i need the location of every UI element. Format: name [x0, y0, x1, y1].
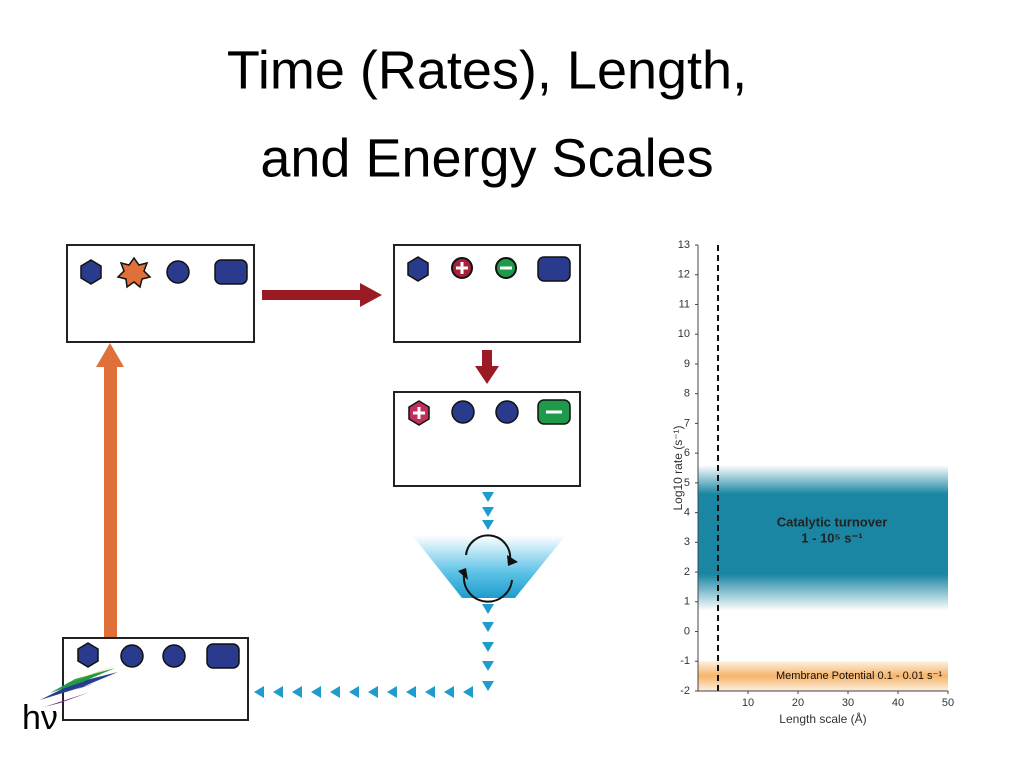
diagram [62, 244, 581, 721]
y-tick-label: 13 [678, 239, 690, 251]
x-tick-label: 10 [742, 697, 754, 709]
y-tick-label: 2 [684, 566, 690, 578]
x-axis-label: Length scale (Å) [779, 711, 866, 726]
rate-band [698, 465, 948, 611]
rate-band [698, 661, 948, 691]
arrow-head [96, 343, 124, 367]
y-tick-label: 1 [684, 596, 690, 608]
excited-star [116, 256, 152, 289]
plus-sign [413, 407, 425, 419]
rounded-square [214, 259, 248, 285]
cycle-arrow-head [458, 568, 468, 580]
x-tick-label: 30 [842, 697, 854, 709]
circle [451, 400, 475, 424]
arrow [262, 290, 362, 300]
band-label: Catalytic turnover [777, 514, 888, 529]
y-tick-label: -1 [680, 655, 690, 667]
y-tick-label: 12 [678, 269, 690, 281]
hexagon [77, 642, 99, 668]
cycle-arrow-head [507, 555, 518, 566]
arrow [482, 350, 492, 368]
circle [495, 400, 519, 424]
y-tick-label: 3 [684, 536, 690, 548]
circle [166, 260, 190, 284]
circle [120, 644, 144, 668]
cycle-arrow [462, 574, 513, 603]
arrows [40, 283, 566, 707]
y-tick-label: 5 [684, 477, 690, 489]
cycle-arrow [465, 534, 512, 561]
x-tick-label: 50 [942, 697, 954, 709]
x-tick-label: 20 [792, 697, 804, 709]
arrow-head [475, 366, 499, 384]
y-axis-label: Log10 rate (s⁻¹) [671, 425, 685, 510]
x-tick-label: 40 [892, 697, 904, 709]
light-bolt [40, 664, 120, 707]
funnel [412, 535, 566, 598]
arrow-head [360, 283, 382, 307]
y-tick-label: 6 [684, 447, 690, 459]
band-label: Membrane Potential 0.1 - 0.01 s⁻¹ [776, 670, 942, 682]
arrow [104, 365, 117, 637]
dotted-arrow [254, 492, 494, 698]
y-tick-label: 9 [684, 358, 690, 370]
hexagon [80, 259, 102, 285]
y-tick-label: 4 [684, 507, 690, 519]
y-tick-label: 7 [684, 417, 690, 429]
y-tick-label: 10 [678, 328, 690, 340]
hexagon [407, 256, 429, 282]
band-note: 1 - 10⁵ s⁻¹ [801, 530, 862, 545]
title-line: Time (Rates), Length, [227, 40, 747, 100]
rounded-square [206, 643, 240, 669]
circle [162, 644, 186, 668]
y-tick-label: -2 [680, 685, 690, 697]
rounded-square [537, 256, 571, 282]
title-line: and Energy Scales [260, 128, 713, 188]
y-tick-label: 8 [684, 388, 690, 400]
y-tick-label: 0 [684, 625, 690, 637]
plus-sign [456, 262, 468, 274]
y-tick-label: 11 [679, 298, 690, 310]
hv-label: hν [22, 699, 58, 737]
